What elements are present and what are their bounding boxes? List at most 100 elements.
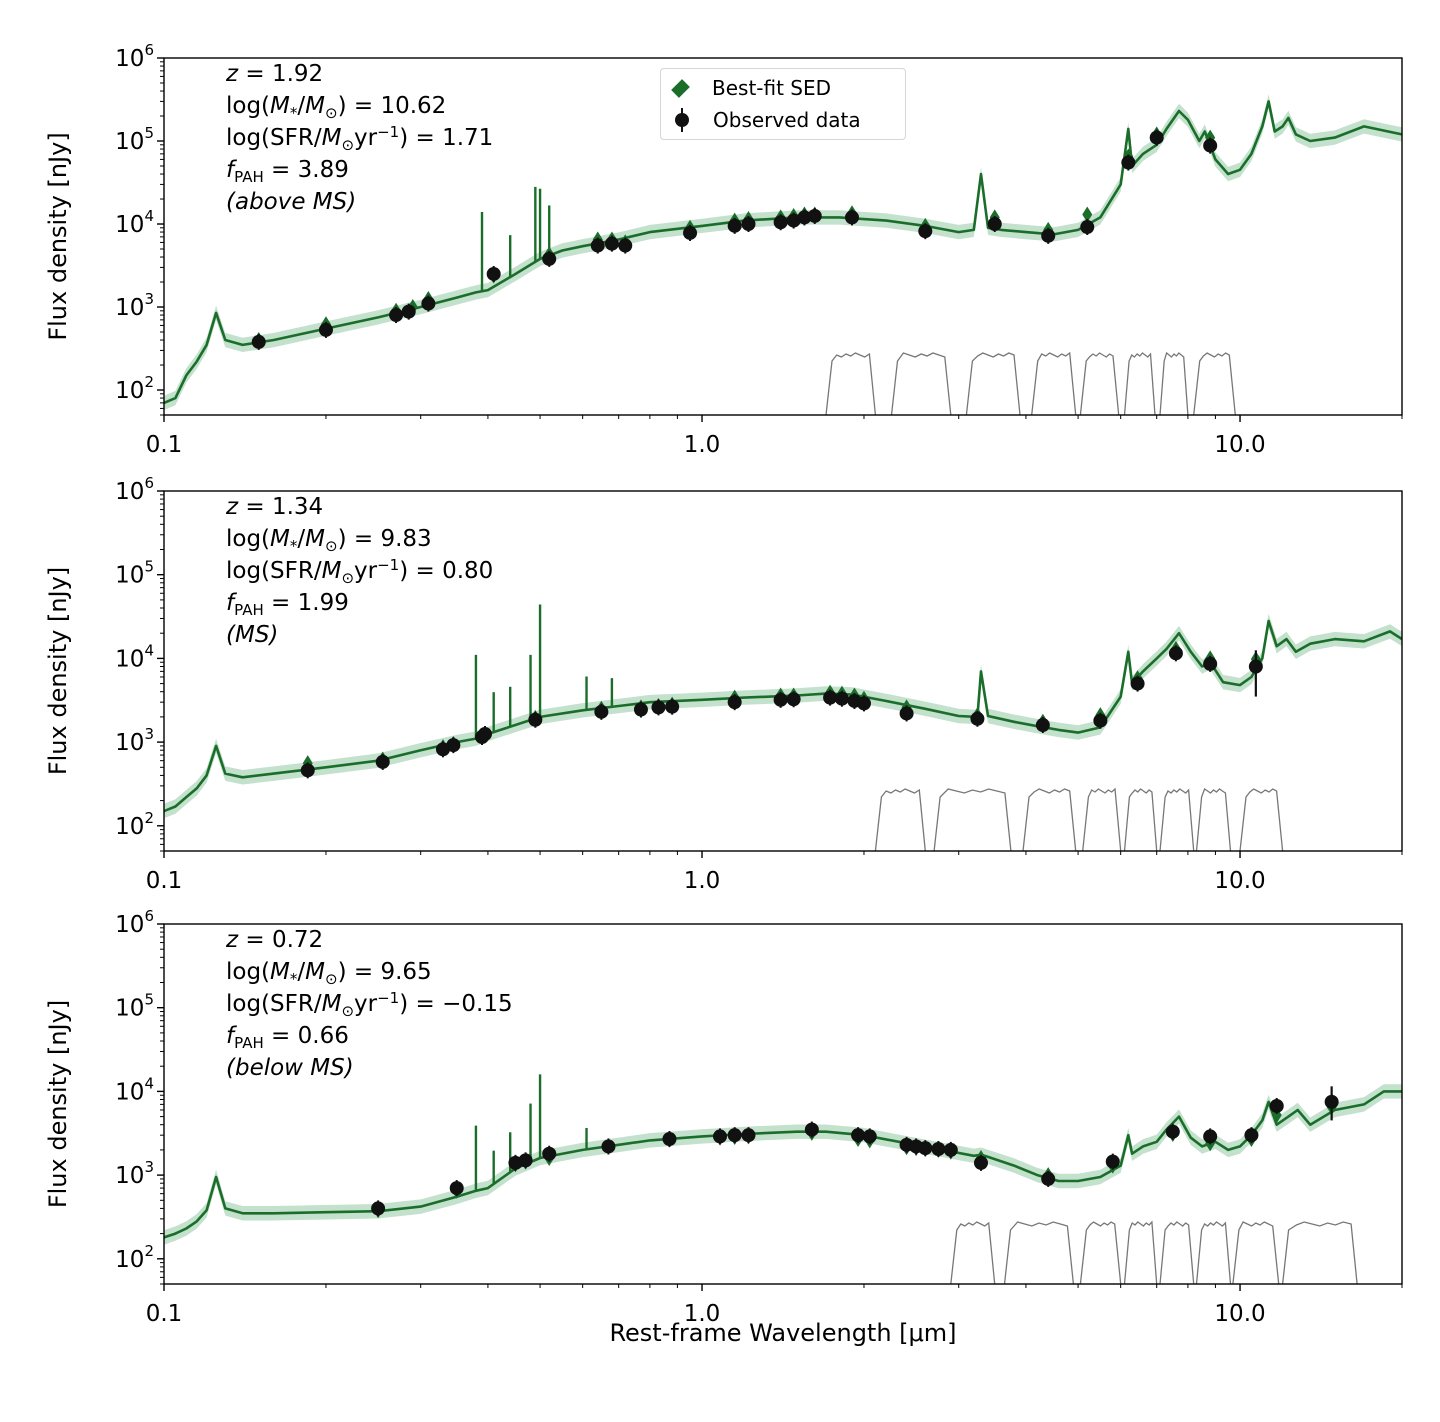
observed-point: [844, 210, 859, 225]
filter-curve: [1195, 1221, 1232, 1284]
filter-curve: [1079, 1221, 1122, 1284]
observed-point: [477, 726, 492, 741]
panel-1-fpah-value: 3.89: [297, 157, 349, 183]
observed-point: [1093, 713, 1108, 728]
legend: Best-fit SED Observed data: [660, 68, 906, 140]
observed-point: [851, 1128, 866, 1143]
x-tick-label: 10.0: [1214, 1301, 1265, 1327]
observed-point: [683, 225, 698, 240]
best-fit-sed-curve: [164, 100, 1402, 405]
panel-2-sfr-value: 0.80: [442, 558, 494, 584]
filter-curve: [1193, 352, 1236, 415]
sed-model-diamond: [1082, 206, 1093, 223]
filter-curve: [1232, 1221, 1280, 1284]
observed-point: [1121, 155, 1136, 170]
y-axis-label: Flux density [nJy]: [44, 132, 72, 340]
y-tick-label: 103: [115, 1158, 154, 1189]
filter-curve: [1003, 1221, 1075, 1284]
observed-point: [518, 1153, 533, 1168]
filter-curve: [1195, 788, 1232, 851]
x-tick-label: 10.0: [1214, 432, 1265, 458]
x-tick-label: 1.0: [684, 432, 721, 458]
observed-point: [1203, 656, 1218, 671]
filter-curve: [825, 352, 877, 415]
observed-point: [421, 296, 436, 311]
legend-errorbar-dot-icon: [675, 108, 689, 132]
observed-point: [1105, 1154, 1120, 1169]
observed-point: [727, 695, 742, 710]
x-tick-label: 1.0: [684, 868, 721, 894]
observed-point: [1080, 220, 1095, 235]
filter-curve: [1123, 1220, 1158, 1284]
observed-point: [1203, 1129, 1218, 1144]
observed-point: [786, 692, 801, 707]
panel-3-annotation: z = 0.72 log(M*/M⊙) = 9.65 log(SFR/M⊙yr−…: [226, 924, 513, 1084]
observed-point: [528, 712, 543, 727]
y-axis-label: Flux density [nJy]: [44, 567, 72, 775]
observed-point: [943, 1142, 958, 1157]
observed-point: [300, 763, 315, 778]
panel-2-fpah-value: 1.99: [297, 590, 349, 616]
y-tick-label: 104: [115, 641, 154, 672]
observed-point: [486, 266, 501, 281]
observed-point: [834, 691, 849, 706]
y-tick-label: 104: [115, 1074, 154, 1105]
observed-point: [1324, 1094, 1339, 1109]
observed-point: [1041, 1171, 1056, 1186]
y-tick-label: 104: [115, 207, 154, 238]
panel-2-plot-area: [164, 604, 1402, 851]
filter-curve: [1123, 352, 1156, 415]
observed-point: [1149, 130, 1164, 145]
panel-3-status: (below MS): [226, 1055, 354, 1081]
observed-point: [1203, 138, 1218, 153]
panel-3-z-value: 0.72: [271, 927, 324, 953]
observed-point: [1130, 676, 1145, 691]
panel-3-mass: log(M*/M⊙) = 9.65: [226, 959, 432, 988]
observed-point: [1248, 659, 1263, 674]
observed-point: [542, 251, 557, 266]
observed-point: [594, 704, 609, 719]
filter-curve: [950, 1221, 996, 1284]
filter-curve: [1159, 788, 1195, 851]
panel-1-sfr: log(SFR/M⊙yr−1) = 1.71: [226, 123, 494, 154]
sed-uncertainty-band: [164, 94, 1402, 410]
panel-3-z: z = 0.72: [226, 927, 324, 953]
filter-curve: [1159, 351, 1189, 415]
observed-point: [318, 322, 333, 337]
observed-point: [931, 1142, 946, 1157]
observed-point: [797, 210, 812, 225]
panel-2-annotation: z = 1.34 log(M*/M⊙) = 9.83 log(SFR/M⊙yr−…: [226, 491, 493, 651]
panel-1-z-value: 1.92: [271, 61, 324, 87]
panel-1-fpah: fPAH = 3.89: [226, 157, 349, 186]
panel-2-z: z = 1.34: [226, 494, 324, 520]
observed-point: [1165, 1124, 1180, 1139]
observed-point: [987, 217, 1002, 232]
observed-point: [542, 1146, 557, 1161]
observed-point: [651, 700, 666, 715]
x-tick-label: 0.1: [146, 432, 183, 458]
observed-point: [918, 1141, 933, 1156]
observed-point: [449, 1181, 464, 1196]
observed-point: [713, 1129, 728, 1144]
observed-point: [856, 696, 871, 711]
observed-point: [786, 213, 801, 228]
observed-point: [251, 334, 266, 349]
observed-point: [1035, 718, 1050, 733]
panel-2-fpah: fPAH = 1.99: [226, 590, 349, 619]
observed-point: [633, 702, 648, 717]
filter-curve: [1281, 1221, 1358, 1284]
x-tick-label: 0.1: [146, 1301, 183, 1327]
observed-point: [618, 238, 633, 253]
observed-point: [590, 238, 605, 253]
y-tick-label: 103: [115, 725, 154, 756]
y-tick-label: 103: [115, 290, 154, 321]
observed-point: [1168, 646, 1183, 661]
panel-1-sfr-value: 1.71: [442, 125, 494, 151]
panel-1-plot-area: [164, 94, 1402, 415]
filter-curve: [874, 788, 926, 851]
observed-point: [727, 218, 742, 233]
observed-point: [1041, 228, 1056, 243]
panel-2-status: (MS): [226, 622, 279, 648]
observed-point: [727, 1128, 742, 1143]
